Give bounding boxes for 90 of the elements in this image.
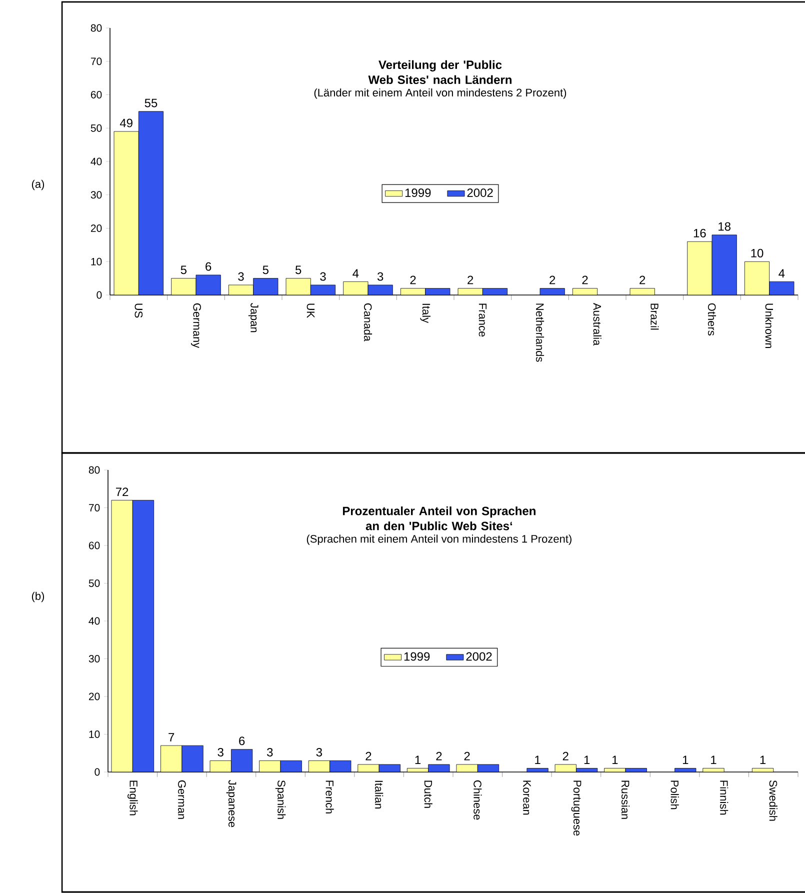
text: (Sprachen mit einem Anteil von mindestens 1 Prozent) <box>306 534 572 545</box>
data-label: 55 <box>144 98 158 108</box>
x-tick-label: Others <box>708 303 716 336</box>
data-label: 3 <box>218 748 224 756</box>
y-tick-label: 60 <box>90 91 102 98</box>
x-tick-label: Italy <box>420 304 430 324</box>
y-tick-label: 70 <box>90 58 102 66</box>
legend-label: 2002 <box>467 188 493 198</box>
legend-label: 1999 <box>405 188 431 198</box>
y-tick-label: 60 <box>88 542 100 550</box>
y-tick-label: 50 <box>88 580 100 587</box>
y-tick-label: 0 <box>94 768 100 776</box>
data-label: 2 <box>640 276 646 284</box>
data-label: 2 <box>468 276 474 284</box>
x-tick-label: French <box>326 780 334 814</box>
data-label: 3 <box>238 272 244 281</box>
data-label: 2 <box>436 752 442 760</box>
x-tick-label: Netherlands <box>536 304 544 362</box>
text: Prozentualer Anteil von Sprachen an den 'Public Web Sites‘ <box>342 506 536 530</box>
data-label: 4 <box>778 269 785 278</box>
x-tick-label: Germany <box>191 303 201 348</box>
y-tick-label: 80 <box>88 466 100 474</box>
legend-label: 1999 <box>404 652 430 661</box>
x-tick-label: Italian <box>375 780 384 808</box>
y-tick-label: 70 <box>88 504 100 512</box>
data-label: 3 <box>267 748 273 756</box>
x-tick-label: Portuguese <box>571 780 582 836</box>
text: (Länder mit einem Anteil von mindestens 2 Prozent) <box>314 88 566 99</box>
x-tick-label: US <box>134 304 143 318</box>
x-tick-label: Unknown <box>765 304 774 348</box>
x-tick-label: Swedish <box>769 780 778 821</box>
data-label: 7 <box>168 733 174 742</box>
x-tick-label: Dutch <box>424 780 432 808</box>
y-tick-label: 0 <box>96 291 102 299</box>
data-label: 2 <box>582 276 588 284</box>
data-label: 2 <box>366 752 372 760</box>
data-label: 4 <box>352 269 359 278</box>
y-tick-label: 80 <box>90 24 102 32</box>
x-tick-label: UK <box>306 304 314 318</box>
x-tick-label: English <box>128 780 138 816</box>
data-label: 49 <box>120 118 132 128</box>
data-label: 5 <box>262 266 268 274</box>
x-tick-label: Finnish <box>720 780 728 815</box>
y-tick-label: 20 <box>88 692 100 700</box>
x-tick-label: Brazil <box>650 304 659 330</box>
y-tick-label: 40 <box>90 158 102 166</box>
data-label: 2 <box>550 276 556 284</box>
text: (a) <box>32 180 44 190</box>
data-label: 72 <box>116 488 128 496</box>
data-label: 5 <box>295 266 302 274</box>
x-tick-label: Japanese <box>226 780 236 828</box>
text: Verteilung der 'Public Web Sites' nach Ländern <box>368 60 512 84</box>
data-label: 1 <box>760 756 766 764</box>
y-tick-label: 40 <box>88 617 100 625</box>
data-label: 2 <box>562 752 568 760</box>
x-tick-label: Australia <box>593 302 602 346</box>
data-label: 3 <box>377 272 384 281</box>
data-label: 18 <box>718 222 730 231</box>
data-label: 1 <box>415 756 421 764</box>
y-tick-label: 50 <box>90 124 102 132</box>
y-tick-label: 20 <box>90 224 102 232</box>
data-label: 1 <box>584 756 590 764</box>
y-tick-label: 30 <box>88 655 100 662</box>
x-tick-label: France <box>478 304 486 337</box>
data-label: 1 <box>682 756 688 764</box>
x-tick-label: Canada <box>364 303 372 342</box>
x-tick-label: Polish <box>670 780 679 810</box>
x-tick-label: Russian <box>621 780 630 819</box>
data-label: 1 <box>535 756 540 764</box>
data-label: 6 <box>239 736 245 746</box>
data-label: 3 <box>320 272 326 281</box>
x-tick-label: Chinese <box>474 780 482 820</box>
data-label: 2 <box>410 276 416 284</box>
x-tick-label: Spanish <box>275 780 286 819</box>
data-label: 2 <box>464 752 470 760</box>
y-tick-label: 10 <box>89 730 100 738</box>
data-label: 1 <box>612 756 618 764</box>
data-label: 6 <box>206 262 212 271</box>
legend-label: 2002 <box>466 652 492 661</box>
y-tick-label: 30 <box>90 191 102 199</box>
x-tick-label: German <box>178 780 186 819</box>
y-tick-label: 10 <box>91 258 102 266</box>
text: (b) <box>32 592 44 602</box>
data-label: 10 <box>751 248 764 258</box>
data-label: 1 <box>711 756 716 764</box>
data-label: 16 <box>694 228 706 238</box>
x-tick-label: Japan <box>248 303 258 332</box>
data-label: 3 <box>316 748 322 756</box>
x-tick-label: Korean <box>523 780 531 815</box>
data-label: 5 <box>180 266 186 274</box>
